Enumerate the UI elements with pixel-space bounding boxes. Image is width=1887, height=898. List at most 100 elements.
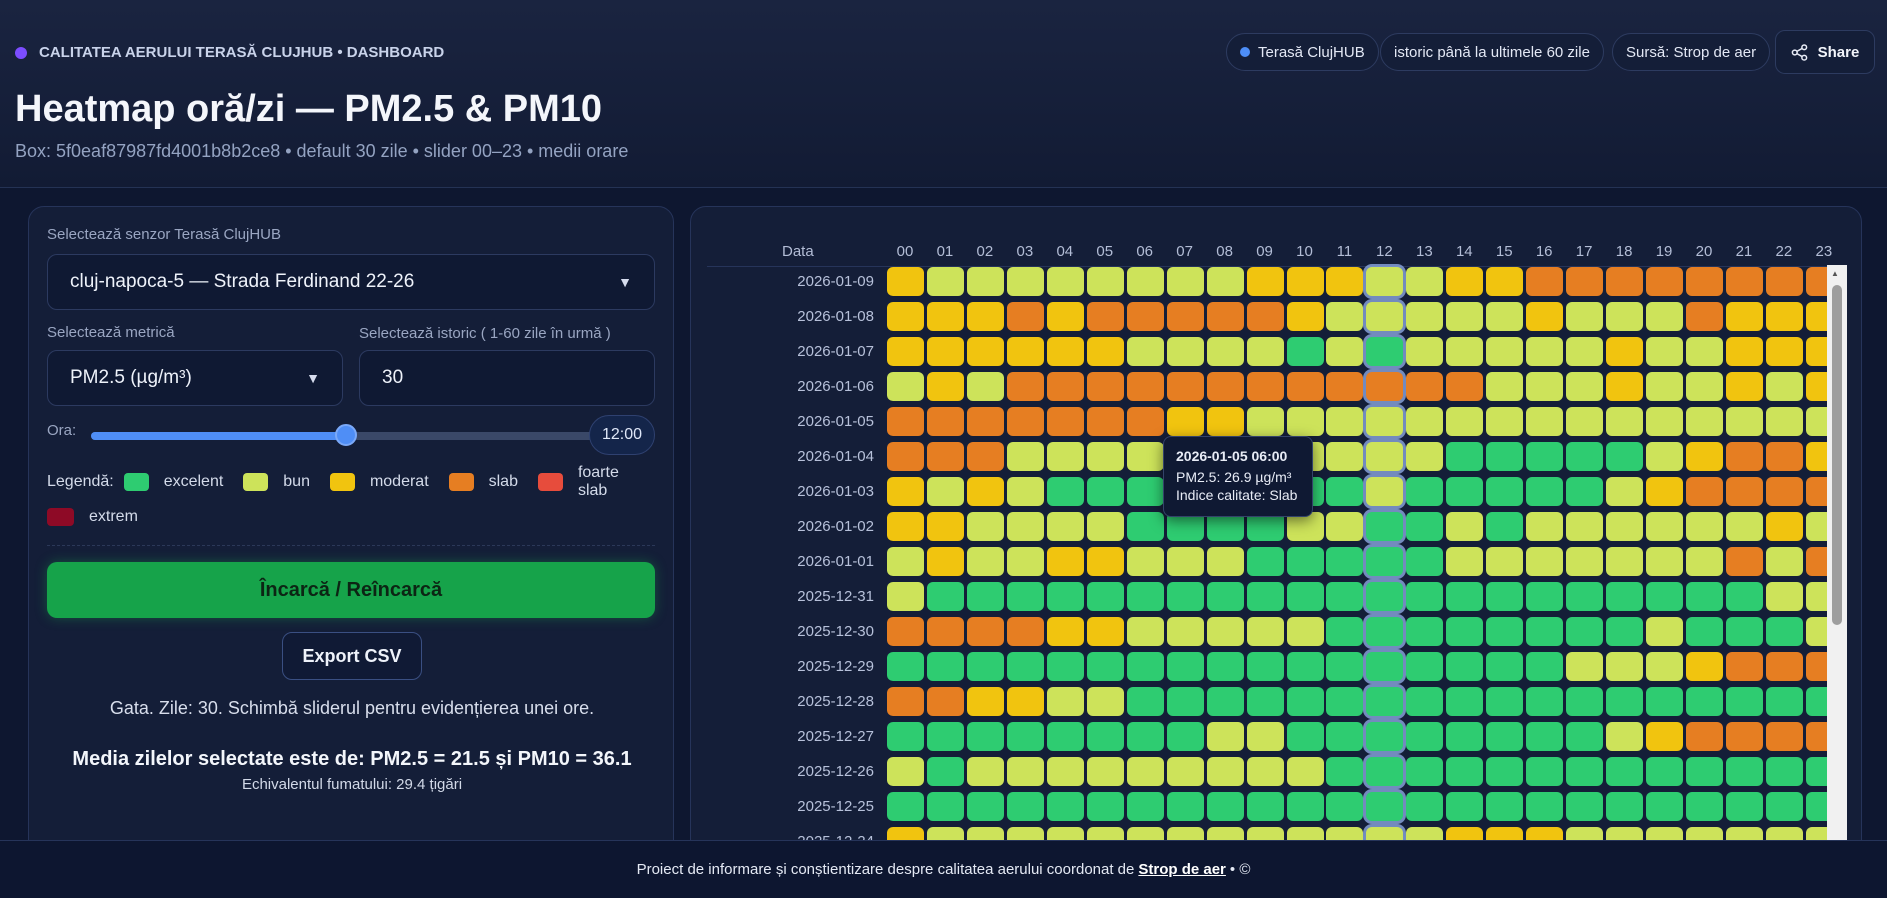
heatmap-cell[interactable] (1126, 337, 1164, 366)
heatmap-cell[interactable] (1046, 337, 1084, 366)
heatmap-cell[interactable] (1686, 722, 1723, 751)
heatmap-cell[interactable] (1566, 617, 1604, 646)
heatmap-cell[interactable] (926, 512, 964, 541)
heatmap-cell[interactable] (1246, 757, 1284, 786)
heatmap-cell[interactable] (1406, 512, 1444, 541)
heatmap-cell[interactable] (1765, 442, 1803, 471)
heatmap-cell[interactable] (1246, 372, 1284, 401)
heatmap-cell[interactable] (1006, 372, 1044, 401)
heatmap-cell[interactable] (1686, 617, 1723, 646)
heatmap-cell[interactable] (966, 302, 1004, 331)
heatmap-cell[interactable] (1166, 792, 1204, 821)
heatmap-cell[interactable] (1366, 407, 1404, 436)
heatmap-cell[interactable] (1686, 582, 1723, 611)
heatmap-cell[interactable] (1406, 652, 1444, 681)
heatmap-cell[interactable] (1366, 687, 1404, 716)
heatmap-cell[interactable] (1406, 792, 1444, 821)
heatmap-cell[interactable] (1246, 792, 1284, 821)
heatmap-cell[interactable] (1526, 372, 1564, 401)
heatmap-cell[interactable] (1366, 267, 1404, 296)
heatmap-cell[interactable] (1566, 582, 1604, 611)
heatmap-cell[interactable] (1686, 477, 1723, 506)
heatmap-cell[interactable] (926, 617, 964, 646)
heatmap-cell[interactable] (1606, 582, 1644, 611)
heatmap-cell[interactable] (1126, 722, 1164, 751)
heatmap-cell[interactable] (1246, 547, 1284, 576)
heatmap-cell[interactable] (1606, 267, 1644, 296)
heatmap-cell[interactable] (1486, 687, 1524, 716)
heatmap-cell[interactable] (1206, 267, 1244, 296)
heatmap-cell[interactable] (1006, 442, 1044, 471)
heatmap-cell[interactable] (1046, 372, 1084, 401)
heatmap-cell[interactable] (1406, 442, 1444, 471)
heatmap-cell[interactable] (1246, 407, 1284, 436)
heatmap-cell[interactable] (1086, 337, 1124, 366)
heatmap-cell[interactable] (966, 617, 1004, 646)
heatmap-cell[interactable] (1526, 337, 1564, 366)
heatmap-cell[interactable] (887, 687, 924, 716)
heatmap-cell[interactable] (1206, 407, 1244, 436)
heatmap-cell[interactable] (1246, 687, 1284, 716)
heatmap-cell[interactable] (1725, 792, 1763, 821)
heatmap-cell[interactable] (1606, 547, 1644, 576)
heatmap-cell[interactable] (926, 337, 964, 366)
heatmap-cell[interactable] (1366, 652, 1404, 681)
heatmap-cell[interactable] (1765, 407, 1803, 436)
heatmap-cell[interactable] (1566, 267, 1604, 296)
heatmap-cell[interactable] (1366, 442, 1404, 471)
heatmap-cell[interactable] (1446, 617, 1484, 646)
heatmap-cell[interactable] (1765, 547, 1803, 576)
share-button[interactable]: Share (1775, 30, 1875, 74)
heatmap-cell[interactable] (1646, 652, 1684, 681)
heatmap-cell[interactable] (1686, 792, 1723, 821)
heatmap-cell[interactable] (1326, 687, 1364, 716)
heatmap-cell[interactable] (1646, 582, 1684, 611)
heatmap-cell[interactable] (1006, 477, 1044, 506)
heatmap-cell[interactable] (1725, 267, 1763, 296)
heatmap-cell[interactable] (1206, 302, 1244, 331)
heatmap-cell[interactable] (966, 372, 1004, 401)
export-csv-button[interactable]: Export CSV (282, 632, 422, 680)
heatmap-cell[interactable] (887, 302, 924, 331)
heatmap-cell[interactable] (1606, 512, 1644, 541)
heatmap-cell[interactable] (1606, 407, 1644, 436)
heatmap-cell[interactable] (1686, 512, 1723, 541)
heatmap-cell[interactable] (966, 582, 1004, 611)
metric-select[interactable]: PM2.5 (µg/m³) ▼ (47, 350, 343, 406)
heatmap-cell[interactable] (966, 547, 1004, 576)
heatmap-cell[interactable] (926, 652, 964, 681)
heatmap-cell[interactable] (926, 372, 964, 401)
heatmap-cell[interactable] (1166, 722, 1204, 751)
heatmap-cell[interactable] (1686, 652, 1723, 681)
heatmap-cell[interactable] (1486, 512, 1524, 541)
heatmap-cell[interactable] (1166, 407, 1204, 436)
heatmap-cell[interactable] (1126, 547, 1164, 576)
heatmap-cell[interactable] (887, 267, 924, 296)
heatmap-cell[interactable] (1166, 757, 1204, 786)
heatmap-cell[interactable] (966, 337, 1004, 366)
heatmap-cell[interactable] (1086, 372, 1124, 401)
heatmap-cell[interactable] (1446, 442, 1484, 471)
heatmap-cell[interactable] (1086, 617, 1124, 646)
heatmap-cell[interactable] (1286, 302, 1324, 331)
heatmap-cell[interactable] (1406, 302, 1444, 331)
heatmap-cell[interactable] (1446, 512, 1484, 541)
heatmap-cell[interactable] (966, 407, 1004, 436)
heatmap-cell[interactable] (1006, 407, 1044, 436)
heatmap-cell[interactable] (966, 652, 1004, 681)
heatmap-cell[interactable] (1486, 302, 1524, 331)
heatmap-cell[interactable] (1765, 722, 1803, 751)
heatmap-cell[interactable] (1446, 582, 1484, 611)
heatmap-cell[interactable] (1086, 652, 1124, 681)
heatmap-cell[interactable] (1086, 757, 1124, 786)
heatmap-cell[interactable] (1606, 617, 1644, 646)
heatmap-cell[interactable] (1046, 722, 1084, 751)
heatmap-cell[interactable] (1046, 617, 1084, 646)
heatmap-cell[interactable] (1486, 652, 1524, 681)
heatmap-cell[interactable] (1206, 687, 1244, 716)
load-button[interactable]: Încarcă / Reîncarcă (47, 562, 655, 618)
heatmap-cell[interactable] (1526, 442, 1564, 471)
heatmap-cell[interactable] (1126, 512, 1164, 541)
heatmap-cell[interactable] (966, 477, 1004, 506)
heatmap-cell[interactable] (1366, 617, 1404, 646)
